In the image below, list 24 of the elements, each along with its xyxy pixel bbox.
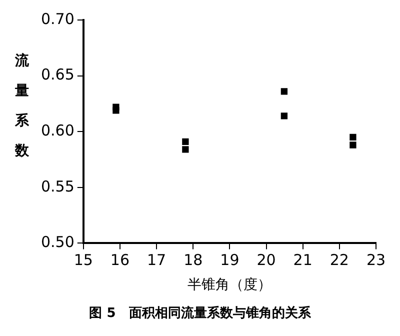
point [182, 138, 189, 145]
x-tick-label: 18 [184, 251, 203, 270]
point [182, 146, 189, 153]
y-tick-label: 0.70 [40, 10, 74, 28]
x-tick-label: 15 [74, 251, 93, 270]
point [280, 112, 288, 120]
x-tick-label: 16 [110, 251, 130, 270]
x-tick-label: 21 [293, 251, 312, 270]
y-axis-title: 流量系数 [14, 52, 30, 160]
point [112, 107, 120, 114]
point [350, 142, 356, 148]
x-tick-label: 23 [366, 251, 386, 270]
y-tick-label: 0.50 [40, 233, 74, 252]
y-tick-label: 0.55 [40, 177, 74, 196]
point [280, 88, 288, 95]
y-tick-label: 0.65 [40, 66, 74, 84]
x-axis-title: 半锥角（度） [188, 277, 272, 294]
x-tick-label: 20 [256, 251, 276, 270]
x-tick-label: 17 [147, 251, 166, 270]
x-tick-label: 22 [330, 251, 349, 270]
point [350, 134, 356, 141]
x-tick-label: 19 [220, 251, 240, 270]
y-tick-label: 0.60 [40, 121, 74, 140]
caption: 图 5 面积相同流量系数与锥角的关系 [88, 304, 312, 322]
